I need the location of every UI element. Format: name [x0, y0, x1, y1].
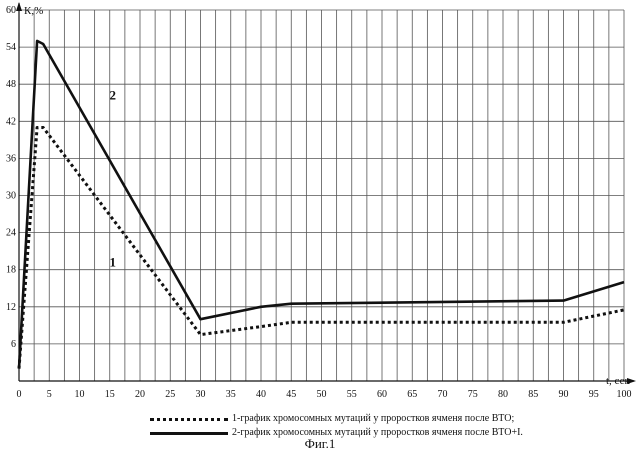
- x-tick-label: 70: [438, 389, 448, 400]
- y-tick-label: 54: [6, 42, 16, 53]
- x-tick-label: 40: [256, 389, 266, 400]
- legend-entry-1: 1-график хромосомных мутаций у проростко…: [150, 412, 523, 426]
- x-tick-label: 65: [407, 389, 417, 400]
- x-tick-label: 15: [105, 389, 115, 400]
- y-axis-label: К,%: [24, 5, 43, 17]
- figure-caption: Фиг.1: [0, 436, 640, 452]
- y-tick-label: 30: [6, 191, 16, 202]
- x-tick-labels: 0 5 10 15 20 25 30 35 40 45 50 55 60 65 70 75 80 85 90 95 10…: [17, 389, 632, 400]
- axes: [16, 2, 636, 384]
- x-tick-label: 75: [468, 389, 478, 400]
- y-tick-label: 12: [6, 302, 16, 313]
- x-tick-label: 60: [377, 389, 387, 400]
- y-tick-label: 6: [11, 339, 16, 350]
- x-tick-label: 10: [75, 389, 85, 400]
- series-marker-2: 2: [110, 88, 117, 103]
- x-tick-label: 90: [559, 389, 569, 400]
- x-tick-label: 20: [135, 389, 145, 400]
- axis-labels: К,% t, сек: [24, 5, 630, 387]
- series-marker-1: 1: [110, 255, 117, 270]
- x-axis-label: t, сек: [606, 375, 630, 387]
- y-tick-label: 24: [6, 228, 16, 239]
- y-tick-label: 18: [6, 265, 16, 276]
- x-tick-label: 35: [226, 389, 236, 400]
- x-tick-label: 30: [196, 389, 206, 400]
- legend-label-1: 1-график хромосомных мутаций у проростко…: [232, 412, 514, 426]
- legend-swatch-dotted: [150, 418, 228, 421]
- x-tick-label: 5: [47, 389, 52, 400]
- series-markers: 12: [110, 88, 117, 270]
- y-tick-label: 36: [6, 153, 16, 164]
- y-tick-labels: 6 12 18 24 30 36 42 48 54 60: [6, 5, 16, 350]
- x-tick-label: 55: [347, 389, 357, 400]
- y-axis-arrow: [16, 2, 22, 11]
- x-tick-label: 25: [165, 389, 175, 400]
- x-tick-label: 0: [17, 389, 22, 400]
- x-tick-label: 95: [589, 389, 599, 400]
- y-tick-label: 42: [6, 116, 16, 127]
- x-tick-label: 85: [528, 389, 538, 400]
- x-tick-label: 45: [286, 389, 296, 400]
- y-tick-label: 48: [6, 79, 16, 90]
- grid-lines: [19, 10, 624, 381]
- x-tick-label: 80: [498, 389, 508, 400]
- legend-swatch-solid: [150, 432, 228, 435]
- x-tick-label: 100: [617, 389, 632, 400]
- y-tick-label: 60: [6, 5, 16, 16]
- x-tick-label: 50: [317, 389, 327, 400]
